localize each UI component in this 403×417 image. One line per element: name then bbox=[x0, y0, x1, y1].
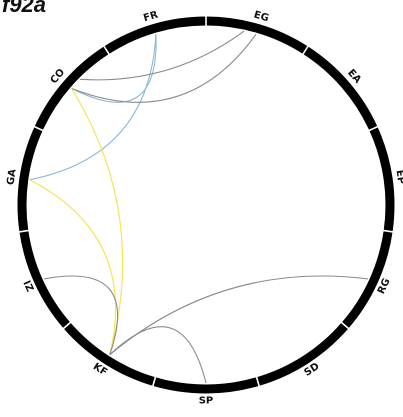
ring-tick bbox=[255, 376, 261, 387]
chord-fr-ga bbox=[29, 34, 157, 181]
ring-layer bbox=[17, 16, 395, 394]
ring-tick bbox=[18, 229, 29, 233]
ring-tick bbox=[340, 321, 350, 330]
ring-segment-ep[interactable] bbox=[369, 126, 395, 232]
ring-tick bbox=[151, 376, 157, 387]
node-label-ga: GA bbox=[5, 168, 18, 186]
chord-kf-sp bbox=[109, 326, 207, 384]
ring-segment-ga[interactable] bbox=[17, 126, 43, 232]
chord-fr-co bbox=[71, 34, 157, 103]
ring-segment-co[interactable] bbox=[34, 46, 109, 131]
ring-tick bbox=[368, 125, 379, 132]
node-label-iz: IZ bbox=[20, 279, 35, 294]
node-label-ep: EP bbox=[394, 169, 403, 185]
ring-segment-sd[interactable] bbox=[256, 322, 349, 386]
chord-co-eg bbox=[79, 30, 245, 81]
ring-segment-fr[interactable] bbox=[104, 16, 207, 55]
chord-iz-kf bbox=[44, 275, 119, 355]
chord-ga-kf bbox=[29, 179, 117, 355]
ring-segment-ea[interactable] bbox=[303, 46, 378, 131]
page-title: f92a bbox=[2, 0, 47, 17]
ring-segment-kf[interactable] bbox=[63, 322, 156, 386]
node-label-eg: EG bbox=[252, 9, 270, 24]
ring-segment-iz[interactable] bbox=[19, 230, 71, 329]
ring-segment-rg[interactable] bbox=[341, 230, 393, 329]
node-label-fr: FR bbox=[142, 9, 159, 24]
ring-tick bbox=[62, 321, 72, 330]
ring-segment-eg[interactable] bbox=[205, 16, 308, 55]
ring-tick bbox=[383, 229, 394, 233]
ring-tick bbox=[33, 125, 44, 132]
chords-layer bbox=[29, 30, 368, 384]
ring-segment-sp[interactable] bbox=[152, 377, 260, 394]
ring-tick bbox=[103, 45, 110, 55]
node-label-sp: SP bbox=[199, 396, 214, 407]
ring-tick bbox=[302, 45, 309, 55]
chord-co-eg bbox=[71, 33, 257, 103]
